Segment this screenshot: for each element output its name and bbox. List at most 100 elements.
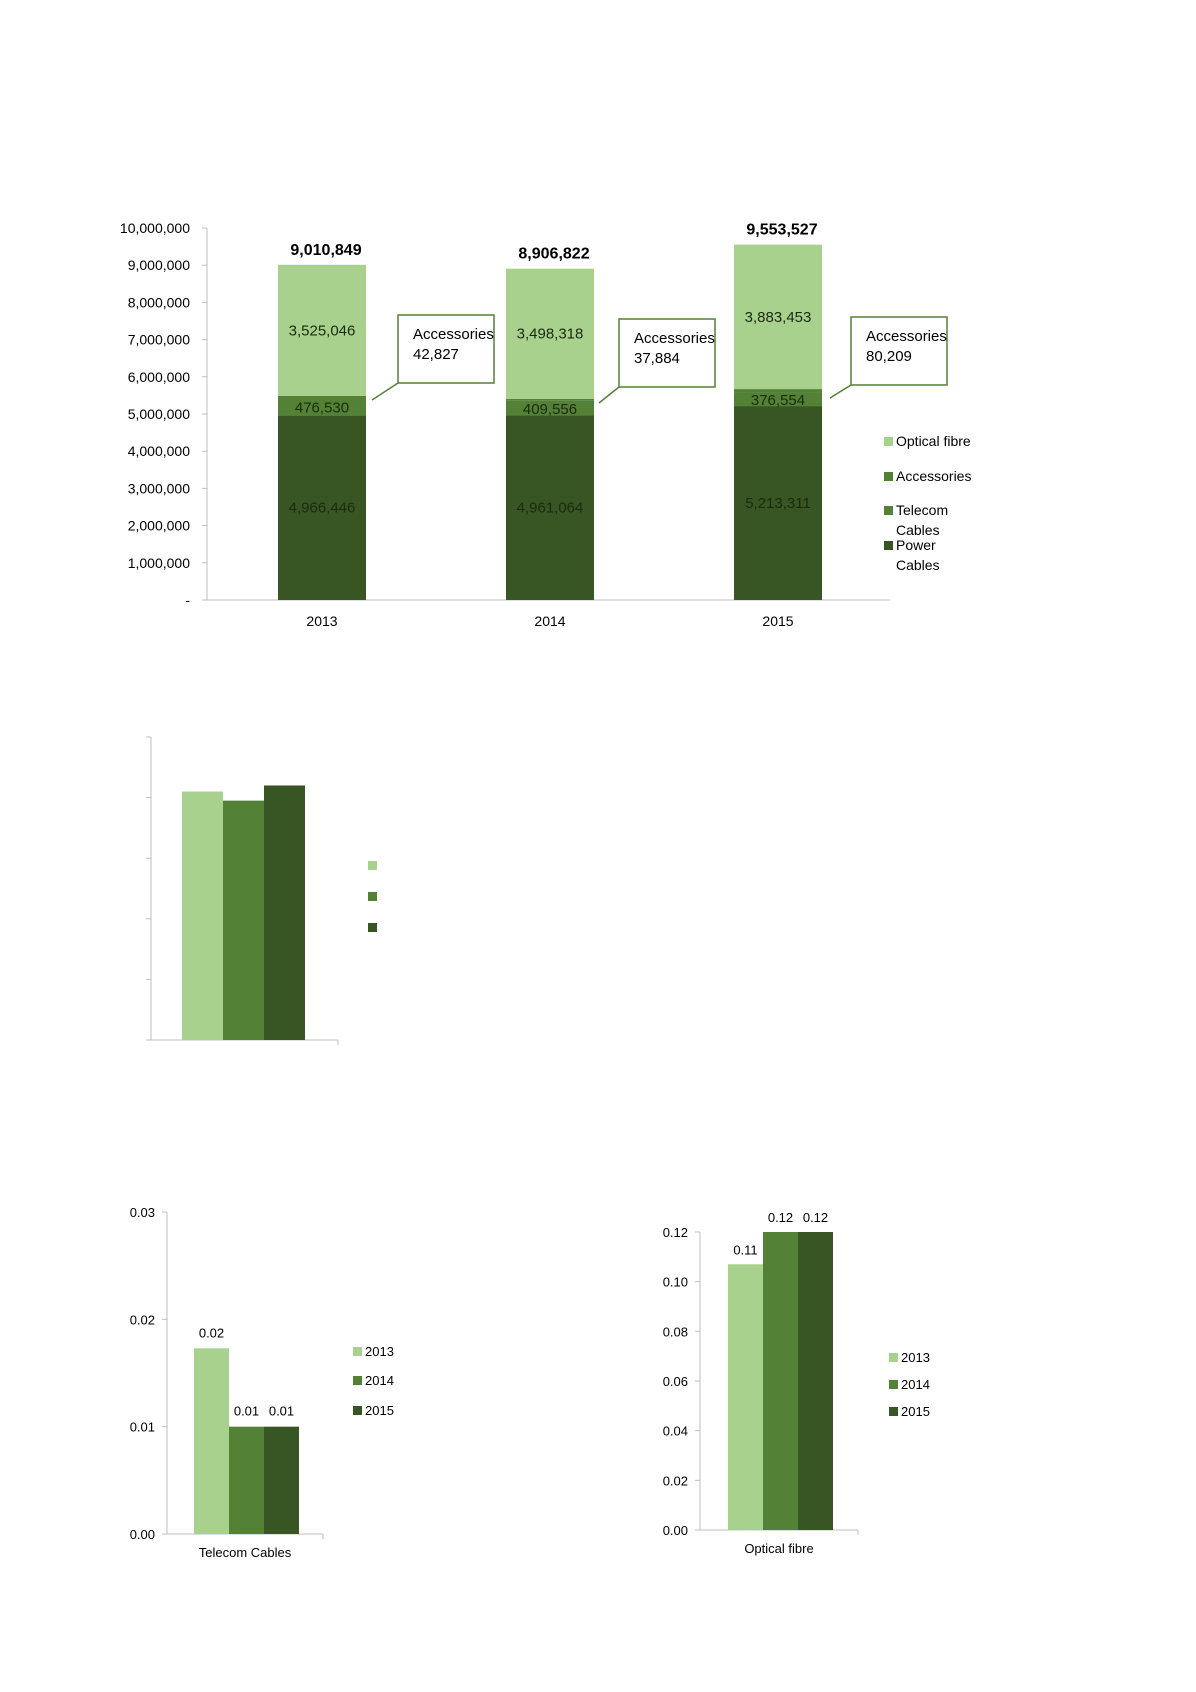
data-label: 0.02: [199, 1325, 224, 1340]
telecom-cables-chart: 0.00 0.01 0.02 0.03 0.02 0.01 0.01 Telecom Cabl…: [130, 1205, 394, 1560]
callout-title: Accessories: [413, 326, 494, 343]
legend-swatch: [368, 892, 377, 901]
data-label: 409,556: [523, 401, 577, 418]
y-tick-label: 0.06: [663, 1374, 688, 1389]
y-tick-label: 10,000,000: [120, 220, 190, 236]
legend-label-line: Cables: [896, 522, 940, 538]
legend-label-line: Power: [896, 537, 936, 553]
y-tick-label: 2,000,000: [128, 518, 190, 534]
x-tick-label: 2015: [762, 613, 793, 629]
y-tick-label: 0.12: [663, 1225, 688, 1240]
y-tick-label: 5,000,000: [128, 406, 190, 422]
bar-segment-power-cables: [734, 406, 822, 600]
accessories-callout-box: [618, 318, 716, 388]
y-tick-label: 0.10: [663, 1275, 688, 1290]
bar-segment-accessories: [278, 395, 366, 398]
data-label: 0.11: [733, 1242, 757, 1257]
x-tick-label: Telecom Cables: [199, 1545, 292, 1560]
callout-value: 42,827: [413, 346, 459, 363]
legend-swatch: [889, 1353, 898, 1362]
bar-2013: [728, 1264, 763, 1530]
callout-title: Accessories: [866, 328, 947, 345]
bar-segment-power-cables: [506, 415, 594, 600]
legend-swatch: [353, 1376, 362, 1385]
total-label: 8,906,822: [518, 246, 589, 263]
data-label: 3,883,453: [745, 309, 812, 326]
total-label: 9,553,527: [746, 222, 817, 239]
bar-segment-accessories: [506, 398, 594, 401]
unlabeled-bar-chart: [146, 736, 377, 1045]
optical-fibre-chart: 0.00 0.02 0.04 0.06 0.08 0.10 0.12 0.11 0.12 0.12…: [663, 1210, 930, 1556]
stacked-sales-chart: - 1,000,000 2,000,000 3,000,000 4,000,000 5,0…: [120, 220, 972, 629]
x-tick-label: 2014: [534, 613, 565, 629]
bar-segment-power-cables: [278, 415, 366, 600]
legend-label: 2013: [901, 1350, 930, 1365]
bar-2015: [798, 1232, 833, 1530]
data-label: 0.01: [269, 1404, 294, 1419]
bar-segment-telecom-cables: [734, 392, 822, 407]
legend-label: 2014: [901, 1377, 930, 1392]
legend-swatch: [368, 861, 377, 870]
data-label: 0.01: [234, 1404, 259, 1419]
y-tick-label: 3,000,000: [128, 480, 190, 496]
callout-value: 80,209: [866, 348, 912, 365]
legend-label: Accessories: [896, 468, 971, 484]
data-label: 0.12: [768, 1210, 793, 1225]
data-label: 0.12: [803, 1210, 828, 1225]
bar-segment-telecom-cables: [278, 397, 366, 416]
bar-segment-optical-fibre: [734, 244, 822, 390]
data-label: 376,554: [751, 392, 805, 409]
legend-label: Power Cables: [896, 537, 940, 573]
legend-label: 2013: [365, 1344, 394, 1359]
accessories-callout-box: [397, 314, 495, 384]
legend-label: 2015: [901, 1404, 930, 1419]
legend-label-line: Cables: [896, 557, 940, 573]
bar-2014: [763, 1232, 798, 1530]
legend-swatch: [353, 1406, 362, 1415]
legend-label: Optical fibre: [896, 433, 971, 449]
y-tick-label: 0.00: [130, 1527, 155, 1542]
y-tick-label: 6,000,000: [128, 369, 190, 385]
legend-swatch: [368, 923, 377, 932]
legend-swatch: [889, 1407, 898, 1416]
bar-2014: [223, 800, 264, 1040]
legend-swatch: [884, 472, 893, 481]
bar-2013: [194, 1348, 229, 1534]
y-tick-label: 0.04: [663, 1424, 688, 1439]
x-tick-label: Optical fibre: [744, 1541, 813, 1556]
bar-2014: [229, 1426, 264, 1534]
data-label: 4,961,064: [517, 500, 584, 517]
y-tick-label: 9,000,000: [128, 257, 190, 273]
legend-swatch: [353, 1347, 362, 1356]
y-tick-label: 0.08: [663, 1324, 688, 1339]
data-label: 4,966,446: [289, 500, 356, 517]
accessories-callout-box: [850, 316, 948, 386]
bar-segment-optical-fibre: [278, 264, 366, 396]
callout-leader: [598, 386, 620, 404]
legend-swatch: [884, 506, 893, 515]
legend-label: 2015: [365, 1403, 394, 1418]
total-label: 9,010,849: [290, 242, 361, 259]
callout-title: Accessories: [634, 330, 715, 347]
y-tick-label: 1,000,000: [128, 555, 190, 571]
y-tick-label: 0.01: [130, 1420, 155, 1435]
bar-segment-accessories: [734, 389, 822, 393]
bar-2015: [264, 785, 305, 1040]
y-tick-label: 0.00: [663, 1523, 688, 1538]
callout-leader: [371, 382, 399, 401]
legend-swatch: [884, 437, 893, 446]
x-tick-label: 2013: [306, 613, 337, 629]
data-label: 5,213,311: [745, 495, 811, 512]
bar-segment-optical-fibre: [506, 268, 594, 399]
bar-segment-telecom-cables: [506, 400, 594, 416]
y-tick-label: -: [185, 592, 190, 608]
callout-value: 37,884: [634, 350, 680, 367]
legend-swatch: [884, 541, 893, 550]
data-label: 3,525,046: [289, 322, 356, 339]
y-tick-label: 0.02: [663, 1473, 688, 1488]
callout-leader: [829, 384, 852, 399]
data-label: 476,530: [295, 399, 349, 416]
data-label: 3,498,318: [517, 326, 584, 343]
bar-2015: [264, 1426, 299, 1534]
